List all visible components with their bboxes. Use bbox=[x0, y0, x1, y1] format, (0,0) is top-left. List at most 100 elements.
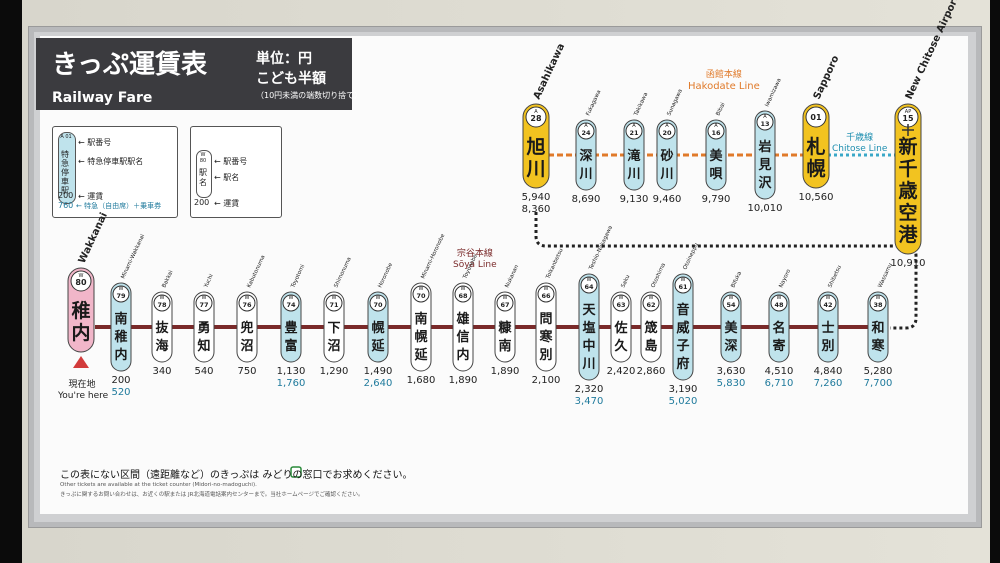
station-fukagawa-name-char: 深 bbox=[579, 148, 592, 164]
station-shimonuma-code-number: 71 bbox=[329, 301, 339, 309]
station-minami-wakkanai-name-char: 内 bbox=[114, 347, 127, 363]
station-asahikawa-name-en: Asahikawa bbox=[532, 42, 567, 101]
station-wakkanai-code-badge bbox=[70, 270, 92, 292]
station-iwamizawa-name-char: 岩 bbox=[757, 139, 771, 155]
station-saku-name-char: 久 bbox=[614, 338, 628, 354]
station-minami-horonobe-code-letter: W bbox=[419, 286, 424, 292]
station-horonobe-name-char: 幌 bbox=[371, 320, 384, 336]
station-toyonobe-code-letter: W bbox=[461, 286, 466, 292]
station-nukanan-name-char: 糠 bbox=[497, 320, 512, 336]
station-otoineppu-name-en: Otoineppu bbox=[682, 242, 700, 271]
station-bibai-fare: 9,790 bbox=[702, 194, 731, 205]
station-wassamu-fare: 5,280 bbox=[864, 366, 893, 377]
station-toyotomi-code-badge bbox=[282, 294, 300, 312]
soya-line-label: 宗谷本線 Sōya Line bbox=[453, 249, 497, 271]
station-otoineppu-code-number: 61 bbox=[678, 283, 688, 291]
station-sapporo-name-en: Sapporo bbox=[812, 54, 842, 101]
station-horonobe-name-en: Horonobe bbox=[377, 262, 394, 289]
station-takikawa-name-char: 川 bbox=[626, 167, 640, 182]
station-toikanbetsu-name-char: 別 bbox=[538, 348, 552, 363]
station-wakkanai-code-number: 80 bbox=[75, 278, 87, 287]
station-asahikawa-name-char: 旭 bbox=[525, 136, 545, 158]
station-yuchi-fare: 540 bbox=[194, 366, 213, 377]
station-sunagawa-name-en: Sunagawa bbox=[666, 88, 684, 116]
rounding-note: （10円未満の端数切り捨て） bbox=[256, 91, 363, 100]
station-otoineppu-name-char: 威 bbox=[676, 320, 689, 336]
station-new-chitose-airport-name-char: 空 bbox=[898, 201, 917, 224]
station-minami-horonobe-name-en: Minami-Horonobe bbox=[420, 233, 446, 280]
station-otoshima: W62 筬島 Otoshima 2,860 bbox=[637, 262, 667, 377]
station-minami-wakkanai-ltd-fare: 520 bbox=[111, 387, 130, 398]
legend-ltd-code-sample: A 01 bbox=[60, 134, 72, 140]
legend-regular-code-sample: W 80 bbox=[199, 152, 207, 164]
station-toyotomi-fare: 1,130 bbox=[277, 366, 306, 377]
station-toyotomi-code-number: 74 bbox=[286, 301, 296, 309]
station-minami-horonobe: W70 南幌延 Minami-Horonobe 1,680 bbox=[407, 233, 447, 386]
station-saku: W63 佐久 Saku 2,420 bbox=[607, 274, 636, 377]
chitose-line-en: Chitose Line bbox=[832, 144, 888, 154]
legend-ltd-name-sample: 特急停車駅 bbox=[61, 150, 69, 195]
station-iwamizawa: A13 岩見沢 Iwamizawa 10,010 bbox=[748, 78, 783, 214]
station-takikawa-name-char: 滝 bbox=[627, 148, 640, 164]
station-toikanbetsu-name-en: Toikanbetsu bbox=[545, 248, 565, 281]
station-bifuka-name-char: 深 bbox=[724, 338, 737, 354]
station-wakkanai-code-letter: W bbox=[79, 273, 84, 279]
station-minami-horonobe-code-badge bbox=[412, 285, 430, 303]
station-wassamu-name-en: Wassamu bbox=[877, 262, 894, 288]
station-bifuka-code-letter: W bbox=[729, 295, 734, 301]
station-shibetsu-code-number: 42 bbox=[823, 301, 832, 309]
station-new-chitose-airport-code-number: 15 bbox=[902, 114, 914, 123]
legend-ltd-name-label: ← 特急停車駅駅名 bbox=[78, 157, 144, 166]
station-teshio-nakagawa-pill bbox=[578, 273, 600, 381]
current-location-jp: 現在地 bbox=[68, 380, 96, 390]
station-otoineppu-code-badge bbox=[674, 276, 692, 294]
station-teshio-nakagawa-name-char: 川 bbox=[581, 357, 595, 372]
hakodate-line-label: 函館本線 Hakodate Line bbox=[688, 70, 760, 92]
station-toyonobe-name-char: 雄 bbox=[455, 311, 469, 327]
station-wassamu-ltd-fare: 7,700 bbox=[864, 378, 893, 389]
station-toyonobe-code-number: 68 bbox=[458, 292, 468, 300]
station-otoshima-name-char: 筬 bbox=[643, 320, 657, 336]
station-saku-name-en: Saku bbox=[620, 274, 631, 289]
soya-line-en: Sōya Line bbox=[453, 260, 497, 270]
station-minami-horonobe-name-char: 南 bbox=[414, 311, 427, 327]
station-takikawa-fare: 9,130 bbox=[620, 194, 649, 205]
chitose-line-jp: 千歳線 bbox=[846, 133, 874, 143]
station-wassamu-code-badge bbox=[869, 294, 887, 312]
station-bakkai-name-char: 海 bbox=[155, 338, 168, 354]
station-kabutonuma-name-char: 兜 bbox=[240, 320, 253, 336]
station-nukanan: W67 糠南 Nukanan 1,890 bbox=[491, 264, 521, 377]
station-bibai-name-en: Bibai bbox=[715, 101, 726, 116]
station-sapporo-code-number: 01 bbox=[810, 113, 822, 122]
station-kabutonuma-name-char: 沼 bbox=[240, 339, 253, 354]
station-nukanan-code-letter: W bbox=[503, 295, 508, 301]
station-horonobe-ltd-fare: 2,640 bbox=[364, 378, 393, 389]
current-location-marker bbox=[73, 356, 89, 368]
station-fukagawa-name-char: 川 bbox=[578, 167, 592, 182]
station-fukagawa-code-number: 24 bbox=[581, 129, 591, 137]
station-shibetsu-name-char: 士 bbox=[821, 320, 834, 336]
legend-regular-code-label: ← 駅番号 bbox=[214, 157, 248, 166]
legend-ltd-fare-label: ← 運賃 bbox=[78, 192, 104, 201]
station-new-chitose-airport-name-char: 新 bbox=[898, 135, 917, 158]
station-teshio-nakagawa-ltd-fare: 3,470 bbox=[575, 396, 604, 407]
hakodate-line-en: Hakodate Line bbox=[688, 81, 760, 92]
station-otoshima-fare: 2,860 bbox=[637, 366, 666, 377]
station-shimonuma-code-badge bbox=[325, 294, 343, 312]
station-takikawa-code-badge bbox=[625, 122, 643, 140]
station-sunagawa-code-number: 20 bbox=[662, 129, 672, 137]
station-teshio-nakagawa-name-en: Teshio-Nakagawa bbox=[588, 225, 614, 272]
station-minami-horonobe-name-char: 延 bbox=[413, 347, 428, 363]
station-iwamizawa-code-number: 13 bbox=[760, 120, 769, 128]
legend-regular-name-label: ← 駅名 bbox=[214, 173, 240, 182]
station-minami-horonobe-name-char: 幌 bbox=[414, 329, 427, 345]
station-otoshima-code-number: 62 bbox=[646, 301, 655, 309]
station-toyonobe-code-badge bbox=[454, 285, 472, 303]
station-new-chitose-airport-name-en: New Chitose Airport bbox=[904, 0, 962, 101]
station-otoineppu-name-char: 子 bbox=[676, 339, 689, 354]
station-teshio-nakagawa-name-char: 中 bbox=[582, 338, 595, 354]
station-new-chitose-airport-name-char: 千 bbox=[898, 158, 917, 180]
station-wakkanai-name-char: 内 bbox=[71, 321, 90, 344]
